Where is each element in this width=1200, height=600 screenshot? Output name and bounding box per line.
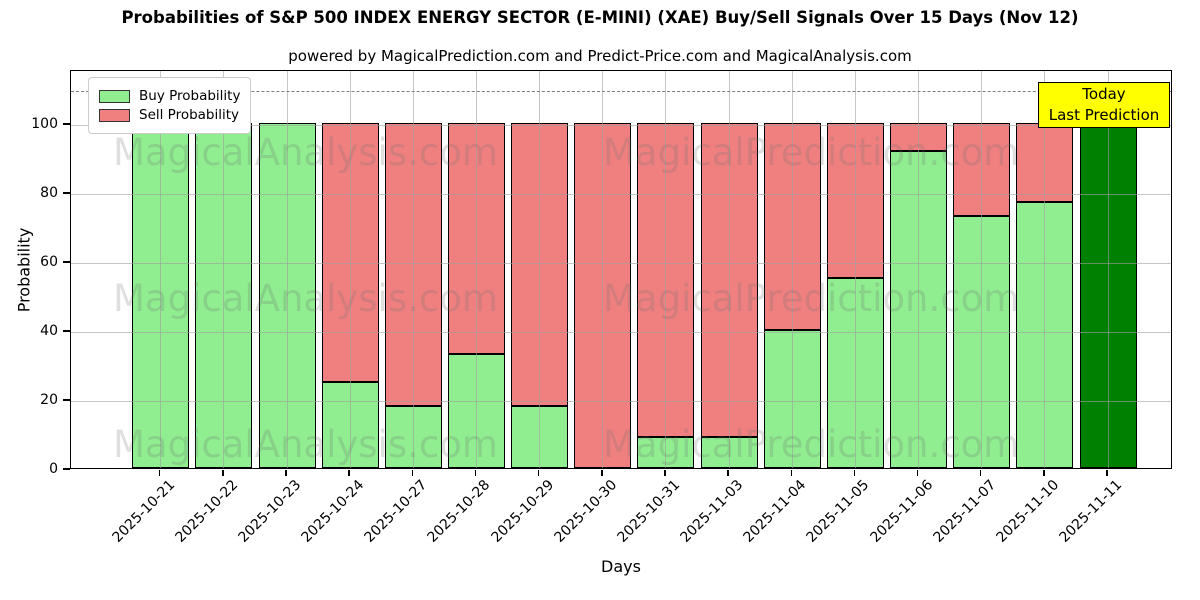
legend-label: Buy Probability bbox=[139, 88, 241, 104]
grid-line-vertical bbox=[665, 71, 667, 468]
y-tick-mark bbox=[63, 330, 70, 332]
today-annotation-line2: Last Prediction bbox=[1048, 106, 1160, 124]
chart-title: Probabilities of S&P 500 INDEX ENERGY SE… bbox=[121, 8, 1079, 27]
legend-item: Buy Probability bbox=[99, 88, 240, 104]
grid-line-vertical bbox=[223, 71, 225, 468]
dashed-threshold-line bbox=[71, 90, 1171, 92]
today-annotation-line1: Today bbox=[1082, 85, 1126, 103]
grid-line-horizontal bbox=[71, 401, 1171, 402]
grid-line-vertical bbox=[412, 71, 414, 468]
legend-swatch bbox=[99, 89, 130, 103]
y-tick-label: 100 bbox=[31, 116, 58, 132]
y-tick-mark bbox=[63, 261, 70, 263]
x-tick-mark bbox=[727, 470, 729, 476]
y-tick-mark bbox=[63, 399, 70, 401]
grid-line-horizontal bbox=[71, 194, 1171, 195]
x-tick-mark bbox=[853, 470, 856, 476]
legend-label: Sell Probability bbox=[139, 107, 240, 123]
chart-subtitle: powered by MagicalPrediction.com and Pre… bbox=[288, 47, 912, 65]
y-axis-label: Probability bbox=[14, 227, 34, 313]
grid-line-vertical bbox=[1044, 71, 1046, 468]
grid-line-vertical bbox=[981, 71, 983, 468]
x-tick-mark bbox=[474, 470, 477, 476]
x-tick-mark bbox=[285, 470, 287, 476]
legend-swatch bbox=[99, 108, 130, 122]
x-tick-mark bbox=[348, 470, 350, 476]
grid-line-horizontal bbox=[71, 332, 1171, 333]
grid-line-vertical bbox=[602, 71, 604, 468]
x-tick-mark bbox=[979, 470, 982, 476]
y-tick-label: 0 bbox=[49, 461, 58, 477]
x-axis-label: Days bbox=[601, 557, 641, 576]
grid-line-vertical bbox=[475, 71, 477, 468]
x-tick-mark bbox=[790, 470, 792, 476]
x-tick-mark bbox=[1043, 470, 1045, 476]
grid-line-vertical bbox=[539, 71, 541, 468]
x-tick-mark bbox=[916, 470, 919, 476]
x-tick-label: 2025-10-21 bbox=[109, 477, 179, 546]
grid-line-horizontal bbox=[71, 263, 1171, 264]
y-tick-mark bbox=[63, 123, 70, 125]
y-tick-label: 20 bbox=[40, 392, 58, 408]
grid-line-vertical bbox=[349, 71, 351, 468]
grid-line-vertical bbox=[1107, 71, 1109, 468]
y-tick-label: 60 bbox=[40, 254, 58, 270]
x-tick-mark bbox=[601, 470, 603, 476]
x-tick-mark bbox=[222, 470, 224, 476]
legend-item: Sell Probability bbox=[99, 107, 240, 123]
today-annotation: Today Last Prediction bbox=[1038, 82, 1170, 128]
grid-line-vertical bbox=[728, 71, 730, 468]
x-tick-mark bbox=[158, 470, 161, 476]
y-tick-label: 80 bbox=[40, 185, 58, 201]
legend: Buy Probability Sell Probability bbox=[88, 77, 252, 134]
grid-line-vertical bbox=[854, 71, 856, 468]
y-tick-mark bbox=[63, 192, 70, 194]
grid-line-vertical bbox=[160, 71, 162, 468]
y-tick-mark bbox=[63, 468, 70, 470]
x-tick-mark bbox=[664, 470, 666, 476]
x-tick-mark bbox=[537, 470, 540, 476]
x-tick-mark bbox=[411, 470, 414, 476]
grid-line-vertical bbox=[918, 71, 919, 468]
grid-line-horizontal bbox=[71, 125, 1171, 126]
y-tick-label: 40 bbox=[40, 323, 58, 339]
grid-line-vertical bbox=[791, 71, 793, 468]
grid-line-vertical bbox=[286, 71, 288, 468]
x-tick-mark bbox=[1106, 470, 1108, 476]
